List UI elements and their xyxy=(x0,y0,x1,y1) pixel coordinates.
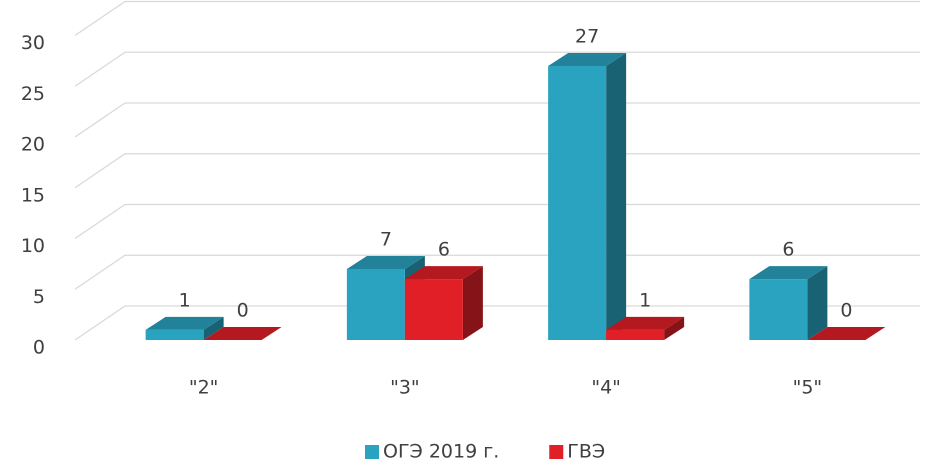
y-tick-label: 15 xyxy=(21,184,45,206)
value-label: 0 xyxy=(840,300,852,322)
bar-top xyxy=(404,266,483,280)
value-label: 27 xyxy=(575,25,599,47)
bar-top xyxy=(749,266,828,280)
bar xyxy=(203,327,282,340)
bar-top xyxy=(346,255,425,269)
x-tick-label: "2" xyxy=(189,377,219,399)
bar-front xyxy=(346,268,405,340)
y-tick-label: 5 xyxy=(33,286,45,308)
value-label: 1 xyxy=(639,289,651,311)
grid-line xyxy=(74,203,920,240)
bar-side xyxy=(606,52,627,340)
grid-line xyxy=(74,254,920,290)
bar-top xyxy=(548,52,627,66)
bar-side xyxy=(462,266,483,340)
y-tick-label: 30 xyxy=(21,32,45,54)
grid-line xyxy=(74,0,920,37)
legend-label: ОГЭ 2019 г. xyxy=(383,441,499,463)
y-tick-label: 20 xyxy=(21,134,45,156)
bar xyxy=(145,316,224,340)
legend-swatch xyxy=(549,445,564,459)
value-label: 7 xyxy=(380,228,392,250)
grid-line xyxy=(74,51,920,87)
value-label: 0 xyxy=(237,300,249,322)
bar xyxy=(807,327,886,340)
bar-side xyxy=(664,316,685,340)
value-label: 6 xyxy=(438,239,450,261)
bar-top xyxy=(145,316,224,330)
bar-top xyxy=(807,327,886,340)
bar xyxy=(548,52,627,340)
bar-side xyxy=(807,266,828,340)
y-tick-label: 0 xyxy=(33,337,45,359)
x-tick-label: "4" xyxy=(591,377,621,399)
bar-side xyxy=(203,316,224,340)
legend-label: ГВЭ xyxy=(567,441,605,463)
bar-front xyxy=(145,329,204,340)
bar xyxy=(404,266,483,340)
bar-front xyxy=(749,279,808,340)
x-tick-label: "3" xyxy=(390,377,420,399)
bar-front xyxy=(404,279,463,340)
x-tick-label: "5" xyxy=(793,377,823,399)
legend-swatch xyxy=(365,445,379,459)
bar xyxy=(606,316,685,340)
grid-line xyxy=(74,153,920,189)
value-label: 1 xyxy=(179,289,191,311)
bar-top xyxy=(606,316,685,330)
grid-line xyxy=(74,102,920,138)
bar xyxy=(346,255,425,340)
bar-front xyxy=(548,65,607,340)
bar xyxy=(749,266,828,340)
y-tick-label: 10 xyxy=(21,235,45,257)
grid-line xyxy=(74,305,920,341)
bar-top xyxy=(203,327,282,340)
y-tick-label: 25 xyxy=(21,83,45,105)
bar-front xyxy=(606,329,665,340)
value-label: 6 xyxy=(782,239,794,261)
